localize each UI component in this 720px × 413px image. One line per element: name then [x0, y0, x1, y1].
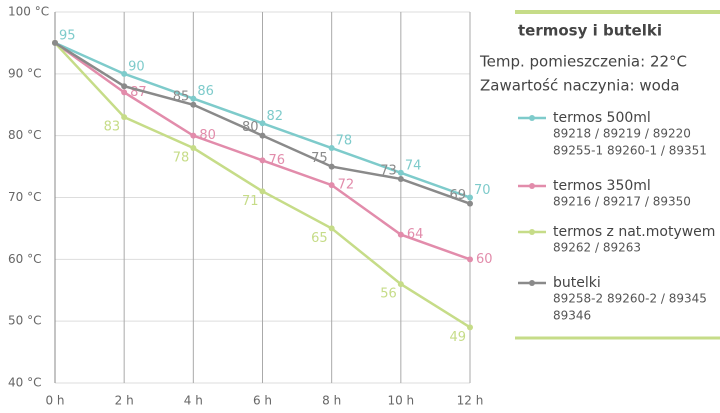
- data-point: [190, 132, 197, 139]
- annotation: Zawartość naczynia: woda: [480, 77, 680, 95]
- data-point: [121, 114, 128, 121]
- y-tick-label: 70 °C: [8, 190, 41, 204]
- x-tick-label: 10 h: [387, 394, 414, 408]
- data-label: 49: [449, 330, 466, 345]
- x-tick-label: 8 h: [322, 394, 341, 408]
- data-label: 65: [311, 231, 328, 246]
- data-point: [328, 225, 335, 232]
- x-tick-label: 6 h: [253, 394, 272, 408]
- data-label: 76: [269, 153, 286, 168]
- data-label: 90: [128, 59, 145, 74]
- legend-label: termos 350ml: [553, 178, 651, 194]
- legend-codes: 89255-1 89260-1 / 89351: [553, 144, 707, 158]
- data-point: [121, 83, 128, 90]
- legend-title: termosy i butelki: [518, 22, 662, 40]
- legend-codes: 89346: [553, 309, 591, 323]
- data-point: [259, 157, 266, 164]
- legend-label: termos 500ml: [553, 110, 651, 126]
- y-tick-label: 50 °C: [8, 314, 41, 328]
- data-point: [467, 256, 473, 263]
- legend-codes: 89258-2 89260-2 / 89345: [553, 292, 707, 306]
- legend-marker: [529, 115, 535, 121]
- x-tick-label: 0 h: [45, 394, 64, 408]
- data-point: [190, 145, 197, 152]
- data-label: 95: [59, 28, 76, 43]
- data-point: [467, 324, 473, 331]
- data-point: [397, 175, 404, 182]
- data-point: [328, 163, 335, 170]
- data-point: [467, 194, 473, 201]
- data-point: [397, 169, 404, 176]
- legend-label: butelki: [553, 275, 601, 291]
- data-label: 69: [449, 188, 466, 203]
- data-label: 74: [405, 158, 422, 173]
- data-label: 71: [242, 194, 259, 209]
- data-label: 86: [197, 84, 214, 99]
- data-point: [467, 200, 473, 207]
- y-tick-label: 80 °C: [8, 128, 41, 142]
- data-point: [259, 132, 266, 139]
- data-label: 64: [407, 227, 424, 242]
- y-tick-label: 100 °C: [8, 5, 49, 19]
- data-label: 85: [173, 89, 190, 104]
- data-label: 75: [311, 151, 328, 166]
- data-label: 78: [336, 134, 353, 149]
- y-tick-label: 40 °C: [8, 376, 41, 390]
- data-label: 72: [338, 178, 355, 193]
- data-label: 78: [173, 151, 190, 166]
- data-label: 73: [380, 163, 397, 178]
- data-point: [52, 39, 58, 46]
- data-label: 70: [474, 183, 491, 198]
- x-tick-label: 12 h: [457, 394, 484, 408]
- data-point: [190, 95, 197, 102]
- data-point: [121, 70, 128, 77]
- data-label: 80: [242, 120, 259, 135]
- y-tick-label: 60 °C: [8, 252, 41, 266]
- legend-label: termos z nat.motywem: [553, 224, 715, 240]
- legend-marker: [529, 183, 535, 189]
- data-point: [328, 145, 335, 152]
- data-point: [397, 231, 404, 238]
- legend-codes: 89218 / 89219 / 89220: [553, 127, 691, 141]
- x-tick-label: 4 h: [184, 394, 203, 408]
- data-point: [397, 281, 404, 288]
- data-label: 82: [267, 109, 284, 124]
- x-tick-label: 2 h: [115, 394, 134, 408]
- data-point: [259, 120, 266, 127]
- data-label: 56: [380, 287, 397, 302]
- data-label: 80: [199, 128, 216, 143]
- legend-codes: 89262 / 89263: [553, 241, 641, 255]
- legend-marker: [529, 280, 535, 286]
- legend-codes: 89216 / 89217 / 89350: [553, 195, 691, 209]
- y-tick-label: 90 °C: [8, 66, 41, 80]
- data-point: [328, 182, 335, 189]
- data-point: [259, 188, 266, 195]
- data-point: [121, 89, 128, 96]
- data-label: 60: [476, 252, 493, 267]
- annotation: Temp. pomieszczenia: 22°C: [479, 53, 687, 71]
- data-point: [190, 101, 197, 108]
- legend-marker: [529, 229, 535, 235]
- data-label: 83: [104, 120, 121, 135]
